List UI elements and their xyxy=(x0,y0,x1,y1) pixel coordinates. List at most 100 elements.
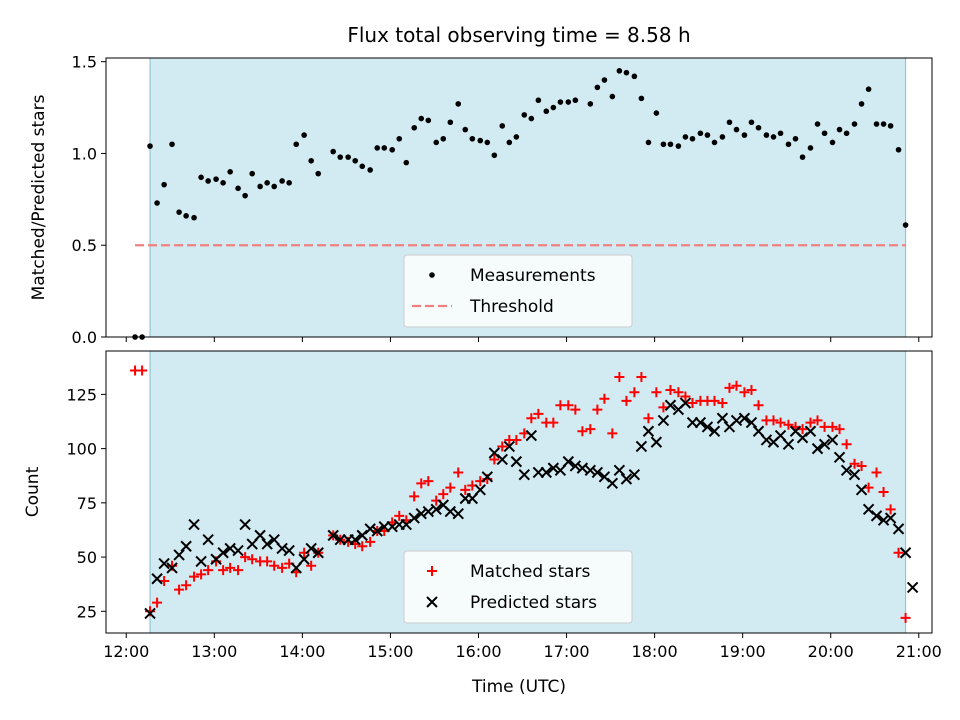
data-point xyxy=(411,124,418,131)
y-tick-label: 1.0 xyxy=(72,144,97,163)
x-axis-label: Time (UTC) xyxy=(471,677,566,697)
axes-frame xyxy=(105,57,933,338)
data-point xyxy=(628,468,641,481)
data-point xyxy=(415,507,427,520)
data-point xyxy=(855,484,868,496)
data-point xyxy=(812,415,823,426)
data-point xyxy=(525,429,538,442)
data-point xyxy=(569,460,582,472)
data-point xyxy=(792,135,799,142)
data-point xyxy=(884,512,897,524)
data-point xyxy=(151,573,163,585)
x-tick-label: 17:00 xyxy=(543,642,589,661)
data-point xyxy=(783,419,794,430)
data-point xyxy=(196,569,207,580)
data-point xyxy=(711,139,718,146)
data-point xyxy=(233,565,244,576)
data-point xyxy=(242,192,248,199)
data-point xyxy=(616,68,623,74)
data-point xyxy=(276,542,288,555)
data-point xyxy=(521,112,528,118)
data-point xyxy=(161,181,167,188)
data-point xyxy=(519,428,530,439)
data-point xyxy=(741,132,748,138)
data-point xyxy=(733,126,740,133)
data-point xyxy=(594,84,601,91)
data-point xyxy=(775,417,786,428)
data-point xyxy=(477,137,484,144)
data-point xyxy=(645,139,652,146)
data-point xyxy=(528,115,535,122)
data-point xyxy=(367,167,373,173)
y-tick-label: 25 xyxy=(77,602,97,621)
data-point xyxy=(572,97,579,104)
data-point xyxy=(587,101,594,107)
data-point xyxy=(474,484,486,496)
data-point xyxy=(337,154,344,160)
data-point xyxy=(885,504,896,515)
legend: Measurements Threshold xyxy=(403,254,633,328)
data-point xyxy=(239,518,251,531)
data-point xyxy=(877,514,890,526)
data-point xyxy=(807,145,814,151)
data-point xyxy=(865,86,872,93)
data-point xyxy=(620,473,633,485)
data-point xyxy=(636,372,647,383)
data-point xyxy=(687,398,698,409)
data-point xyxy=(770,134,777,140)
data-point xyxy=(592,404,603,415)
data-point xyxy=(841,439,852,450)
data-point xyxy=(158,557,170,570)
data-point xyxy=(653,110,660,116)
data-point xyxy=(269,560,280,571)
data-point xyxy=(227,169,233,175)
data-point xyxy=(631,73,638,80)
data-point xyxy=(191,214,197,221)
data-point xyxy=(902,222,909,228)
data-point xyxy=(511,434,522,445)
bottom-panel: 12:00 13:00 14:00 15:00 16:00 17:00 18:00 19:00… xyxy=(23,350,942,661)
series-measurements xyxy=(132,68,909,340)
data-point xyxy=(547,462,560,474)
data-point xyxy=(563,400,574,411)
data-point xyxy=(224,542,236,555)
legend-label: Measurements xyxy=(470,266,596,286)
data-point xyxy=(249,170,255,177)
data-point xyxy=(708,425,721,437)
data-point xyxy=(180,540,192,552)
data-point xyxy=(389,146,395,153)
data-point xyxy=(327,529,339,542)
data-point xyxy=(174,584,185,595)
y-tick-label: 0.5 xyxy=(72,236,97,255)
data-point xyxy=(576,462,589,474)
data-point xyxy=(540,466,553,479)
x-tick-label: 19:00 xyxy=(720,642,766,661)
data-point xyxy=(217,547,229,559)
data-point xyxy=(811,442,824,455)
data-point xyxy=(452,507,464,520)
data-point xyxy=(697,130,704,137)
data-point xyxy=(607,428,618,439)
data-point xyxy=(880,121,887,127)
data-point xyxy=(154,200,160,206)
data-point xyxy=(760,434,773,446)
data-point xyxy=(312,547,324,559)
data-point xyxy=(235,185,241,192)
data-point xyxy=(481,471,494,483)
data-point xyxy=(202,534,214,546)
data-point xyxy=(782,438,795,450)
data-point xyxy=(577,426,588,437)
data-point xyxy=(755,124,762,131)
data-point xyxy=(675,143,682,149)
data-point xyxy=(726,119,733,126)
data-point xyxy=(673,387,684,398)
data-point xyxy=(444,505,457,518)
data-point xyxy=(271,183,277,190)
data-point xyxy=(658,402,669,413)
data-point xyxy=(438,489,449,500)
data-point xyxy=(878,487,889,497)
data-point xyxy=(635,440,648,453)
data-point xyxy=(689,135,696,142)
legend-label: Threshold xyxy=(469,297,554,317)
data-point xyxy=(257,183,263,190)
